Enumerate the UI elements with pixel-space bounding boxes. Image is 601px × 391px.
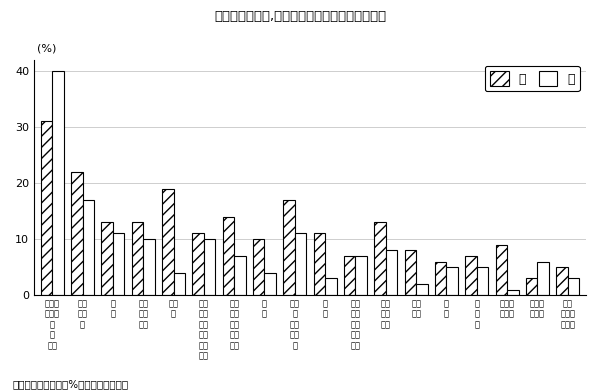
Bar: [102, 222, 113, 295]
Legend: 男, 女: 男, 女: [485, 66, 580, 91]
Bar: [325, 278, 337, 295]
Text: 図３－３　男女,「スポーツ」の種類別行動者率: 図３－３ 男女,「スポーツ」の種類別行動者率: [215, 10, 386, 23]
Bar: [465, 256, 477, 295]
Bar: [404, 250, 416, 295]
Bar: [295, 233, 307, 295]
Bar: [264, 273, 276, 295]
Bar: [355, 256, 367, 295]
Bar: [526, 278, 537, 295]
Bar: [143, 239, 154, 295]
Bar: [314, 233, 325, 295]
Text: (%): (%): [37, 44, 56, 54]
Bar: [222, 217, 234, 295]
Bar: [537, 262, 549, 295]
Bar: [162, 188, 174, 295]
Bar: [344, 256, 355, 295]
Bar: [435, 262, 447, 295]
Bar: [283, 200, 295, 295]
Bar: [496, 245, 507, 295]
Bar: [204, 239, 215, 295]
Bar: [41, 121, 52, 295]
Bar: [132, 222, 143, 295]
Bar: [253, 239, 264, 295]
Bar: [374, 222, 386, 295]
Bar: [507, 290, 519, 295]
Bar: [234, 256, 246, 295]
Bar: [386, 250, 397, 295]
Bar: [447, 267, 458, 295]
Bar: [568, 278, 579, 295]
Bar: [113, 233, 124, 295]
Bar: [71, 172, 82, 295]
Bar: [192, 233, 204, 295]
Bar: [82, 200, 94, 295]
Bar: [174, 273, 185, 295]
Text: （注）行動者率が３%以上の種類を表章: （注）行動者率が３%以上の種類を表章: [12, 379, 128, 389]
Bar: [52, 71, 64, 295]
Bar: [557, 267, 568, 295]
Bar: [477, 267, 489, 295]
Bar: [416, 284, 428, 295]
